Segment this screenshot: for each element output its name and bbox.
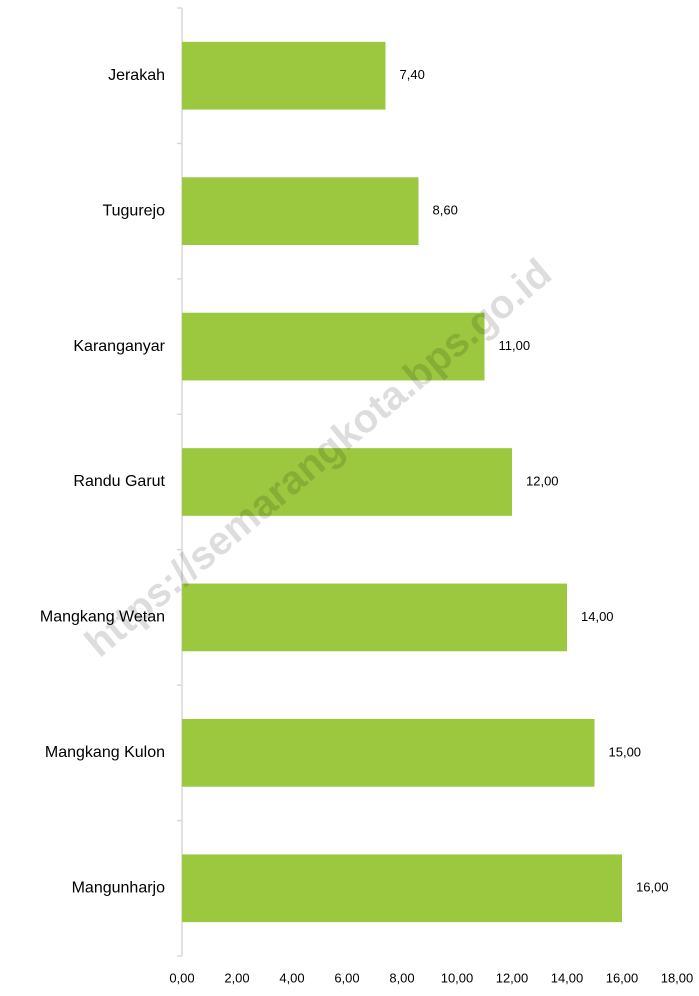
- value-label: 12,00: [526, 473, 559, 488]
- value-label: 8,60: [433, 203, 458, 218]
- x-tick-label: 12,00: [496, 970, 529, 985]
- y-tick-label: Karanganyar: [73, 338, 165, 355]
- y-tick-label: Jerakah: [108, 67, 165, 84]
- y-tick-label: Mangkang Wetan: [40, 609, 165, 626]
- x-tick-label: 10,00: [441, 970, 474, 985]
- x-tick-label: 16,00: [606, 970, 639, 985]
- bar: [182, 583, 567, 652]
- y-tick-label: Tugurejo: [102, 202, 165, 219]
- value-label: 15,00: [609, 744, 642, 759]
- value-label: 7,40: [400, 67, 425, 82]
- x-tick-label: 4,00: [279, 970, 304, 985]
- y-tick-label: Randu Garut: [73, 473, 165, 490]
- y-tick-label: Mangkang Kulon: [45, 744, 165, 761]
- x-tick-label: 0,00: [169, 970, 194, 985]
- x-tick-label: 2,00: [224, 970, 249, 985]
- x-tick-label: 6,00: [334, 970, 359, 985]
- y-tick-label: Mangunharjo: [72, 880, 166, 897]
- value-label: 14,00: [581, 609, 614, 624]
- x-tick-label: 8,00: [389, 970, 414, 985]
- bar: [182, 312, 485, 381]
- bar: [182, 41, 386, 110]
- bar: [182, 177, 419, 245]
- bar: [182, 854, 622, 923]
- bar: [182, 719, 595, 787]
- x-tick-label: 18,00: [661, 970, 694, 985]
- bar: [182, 448, 512, 516]
- value-label: 11,00: [499, 338, 531, 353]
- value-label: 16,00: [636, 880, 669, 895]
- x-tick-label: 14,00: [551, 970, 584, 985]
